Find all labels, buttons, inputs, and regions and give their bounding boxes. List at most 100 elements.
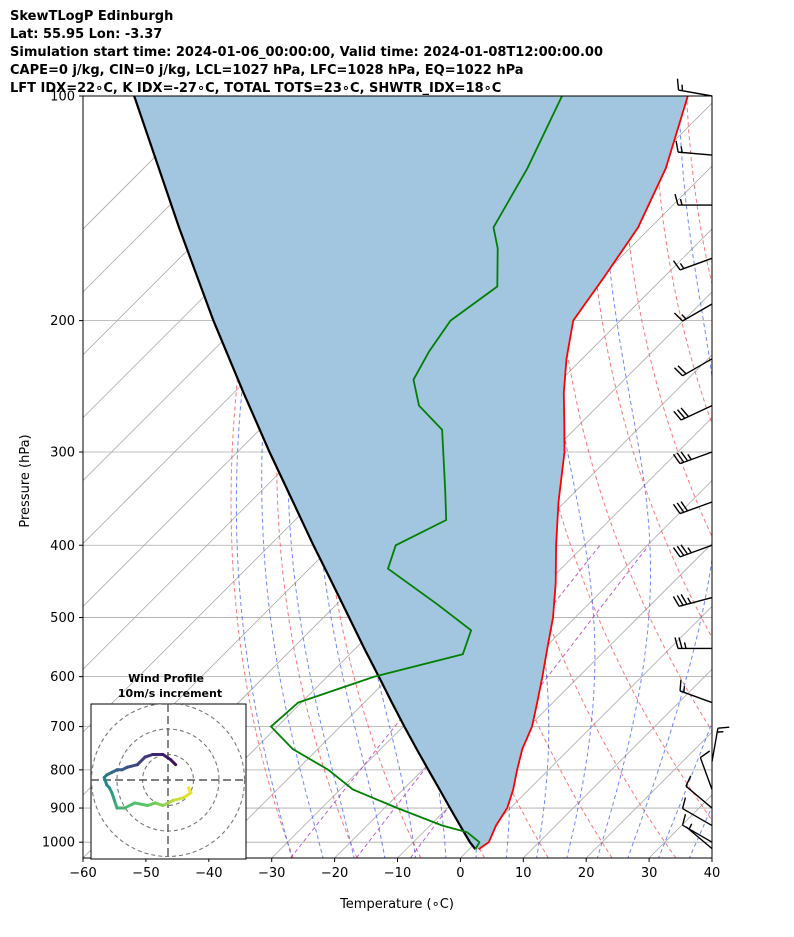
wind-barb: [673, 303, 713, 322]
barb-full: [676, 595, 684, 606]
barb-staff: [678, 151, 713, 156]
isotherm: [208, 354, 712, 858]
cin-shading: [134, 96, 688, 850]
wind-barb: [676, 78, 713, 97]
barb-full: [672, 260, 681, 271]
hodograph: [90, 703, 247, 860]
hodograph-segment: [169, 758, 178, 767]
barb-full: [678, 637, 683, 649]
location-line: Lat: 55.95 Lon: -3.37: [10, 27, 163, 42]
cape-line: CAPE=0 j/kg, CIN=0 j/kg, LCL=1027 hPa, L…: [10, 63, 524, 78]
wind-barb: [672, 257, 713, 271]
barb-staff: [679, 690, 713, 704]
hodograph-segment: [161, 753, 173, 762]
x-tick-label: 0: [456, 866, 464, 881]
barb-half: [687, 547, 692, 554]
wind-barb: [685, 775, 713, 809]
dry-adiabat: [719, 96, 794, 858]
isotherm: [460, 605, 712, 858]
index-line: LFT IDX=22∘C, K IDX=-27∘C, TOTAL TOTS=23…: [10, 81, 502, 96]
chart-header: SkewTLogP Edinburgh Lat: 55.95 Lon: -3.3…: [10, 8, 603, 98]
y-tick-label: 800: [50, 763, 75, 778]
barb-staff: [679, 544, 713, 558]
barb-full: [680, 594, 688, 605]
barb-half: [679, 263, 685, 269]
barb-staff: [682, 358, 713, 377]
y-tick-label: 400: [50, 539, 75, 554]
isotherm: [648, 794, 712, 858]
barb-full: [680, 501, 689, 512]
barb-full: [673, 367, 684, 377]
dry-adiabat: [621, 96, 712, 538]
barb-staff: [679, 451, 713, 465]
x-tick-label: −30: [258, 866, 285, 881]
hodograph-plot: [91, 704, 246, 859]
wind-barb: [672, 501, 713, 515]
y-tick-label: 1000: [42, 836, 75, 851]
barb-staff: [699, 757, 713, 790]
barb-staff: [679, 257, 713, 271]
barb-staff: [678, 596, 713, 607]
barb-half: [681, 314, 687, 320]
dry-adiabat: [552, 96, 712, 733]
barb-half: [687, 597, 692, 604]
x-tick-label: −20: [321, 866, 348, 881]
dry-adiabat: [517, 96, 712, 822]
barb-staff: [678, 89, 713, 97]
wind-barb: [672, 594, 713, 607]
y-tick-label: 300: [50, 446, 75, 461]
barb-full: [676, 502, 685, 513]
x-tick-label: 30: [641, 866, 658, 881]
barb-staff: [711, 728, 719, 762]
barb-full: [679, 679, 682, 692]
barb-full: [675, 140, 679, 153]
isotherm: [711, 857, 712, 858]
barb-full: [672, 596, 680, 607]
barb-half: [683, 642, 687, 649]
barb-full: [680, 407, 689, 418]
parcel-profile-line: [133, 96, 477, 850]
temperature-profile-line: [478, 96, 689, 850]
barb-staff: [679, 501, 713, 515]
dewpoint-profile-line: [269, 96, 563, 850]
hodograph-segment: [123, 801, 137, 810]
y-tick-label: 700: [50, 720, 75, 735]
barb-full: [681, 813, 687, 826]
moist-adiabat: [540, 96, 596, 858]
moist-adiabat: [627, 96, 712, 858]
barb-half: [687, 454, 692, 460]
barb-full: [672, 453, 681, 465]
hodograph-title: Wind Profile: [128, 672, 204, 685]
barb-full: [699, 750, 711, 759]
x-axis-title: Temperature (∘C): [339, 897, 454, 912]
barb-half: [680, 146, 683, 153]
x-tick-label: −60: [69, 866, 96, 881]
barb-full: [672, 547, 681, 558]
wind-barb: [672, 544, 713, 558]
wind-barb: [674, 637, 712, 650]
wind-barb: [674, 193, 712, 206]
barb-full: [680, 451, 689, 462]
barb-full: [717, 726, 730, 729]
moist-adiabat: [657, 721, 712, 858]
wind-barb: [681, 813, 713, 843]
y-axis-title: Pressure (hPa): [18, 434, 33, 527]
y-tick-label: 900: [50, 802, 75, 817]
x-tick-label: 10: [515, 866, 532, 881]
moist-adiabat: [688, 805, 712, 858]
barb-full: [676, 409, 686, 419]
wind-barb: [672, 451, 713, 465]
dry-adiabat: [752, 96, 794, 858]
x-tick-label: −50: [132, 866, 159, 881]
mixing-ratio-line: [290, 544, 541, 858]
barb-full: [676, 545, 685, 556]
isotherm: [83, 96, 280, 293]
dry-adiabat: [784, 96, 794, 858]
wind-barb: [679, 679, 713, 704]
barb-full: [674, 193, 679, 206]
barb-staff: [682, 824, 713, 843]
hodograph-segment: [135, 755, 147, 767]
y-tick-label: 200: [50, 314, 75, 329]
barb-staff: [682, 807, 713, 827]
barb-full: [685, 775, 692, 787]
